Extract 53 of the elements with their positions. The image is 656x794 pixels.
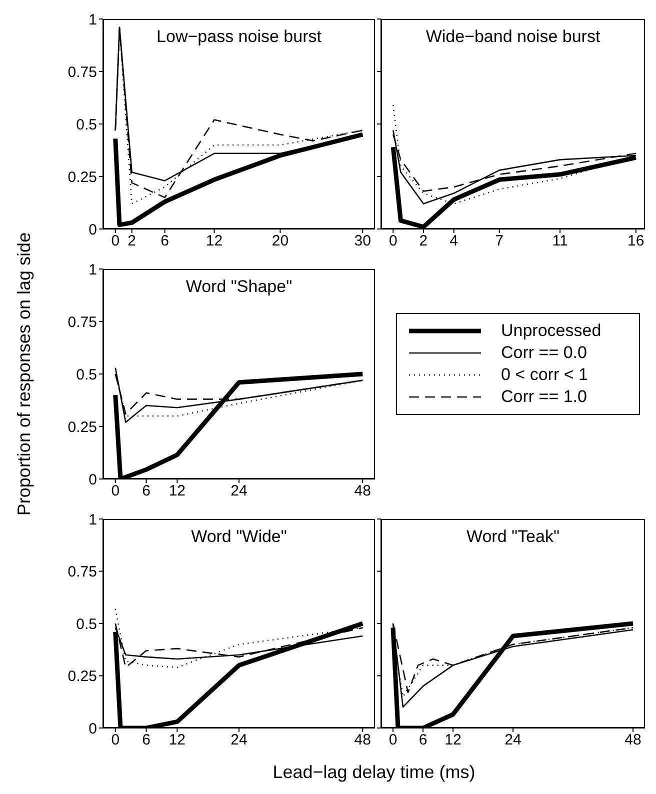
y-tick-label: 0.75 xyxy=(68,64,97,81)
y-tick-label: 0.25 xyxy=(68,418,97,436)
x-tick-label: 0 xyxy=(111,732,120,749)
x-tick-label: 6 xyxy=(160,232,169,250)
x-tick-label: 6 xyxy=(142,482,150,500)
y-tick-label: 1 xyxy=(88,11,97,28)
y-tick-label: 0.25 xyxy=(68,168,97,186)
x-tick-label: 12 xyxy=(168,482,186,500)
legend-label: Unprocessed xyxy=(501,321,602,341)
x-tick-label: 0 xyxy=(111,232,120,250)
x-tick-label: 20 xyxy=(272,232,289,250)
x-tick-label: 2 xyxy=(419,232,428,250)
y-tick-label: 0.5 xyxy=(76,116,97,134)
y-tick-label: 1 xyxy=(88,511,97,528)
x-tick-label: 0 xyxy=(388,732,398,749)
y-tick-label: 0.25 xyxy=(68,668,97,686)
y-tick-label: 0 xyxy=(88,471,97,488)
x-tick-label: 7 xyxy=(495,232,504,250)
x-tick-label: 0 xyxy=(388,232,398,250)
x-tick-label: 11 xyxy=(552,232,568,250)
y-tick-label: 0.75 xyxy=(68,314,97,331)
y-tick-label: 0.75 xyxy=(68,564,97,581)
y-tick-label: 0.5 xyxy=(76,616,97,633)
x-tick-label: 48 xyxy=(624,732,642,749)
x-tick-label: 16 xyxy=(628,232,644,250)
text: Word "Shape" xyxy=(184,277,294,297)
x-tick-label: 6 xyxy=(418,732,428,749)
x-tick-label: 2 xyxy=(128,232,136,250)
x-tick-label: 12 xyxy=(444,732,462,749)
x-axis-title: Lead−lag delay time (ms) xyxy=(272,762,476,783)
text: Word "Wide" xyxy=(190,527,288,547)
y-tick-label: 1 xyxy=(88,261,97,278)
text: Wide−band noise burst xyxy=(424,27,602,47)
x-tick-label: 4 xyxy=(450,232,458,250)
y-tick-label: 0 xyxy=(88,720,97,738)
x-tick-label: 0 xyxy=(111,482,120,500)
legend-label: 0 < corr < 1 xyxy=(501,365,588,385)
legend-label: Corr == 1.0 xyxy=(501,387,587,407)
x-tick-label: 12 xyxy=(168,732,186,749)
x-tick-label: 30 xyxy=(354,232,371,250)
y-tick-label: 0 xyxy=(88,221,97,238)
text: Word "Teak" xyxy=(465,527,560,547)
legend-label: Corr == 0.0 xyxy=(501,343,587,363)
text: Low−pass noise burst xyxy=(156,27,322,47)
y-tick-label: 0.5 xyxy=(76,366,97,384)
x-tick-label: 12 xyxy=(206,232,223,250)
x-tick-label: 48 xyxy=(354,732,371,749)
x-tick-label: 48 xyxy=(354,482,371,500)
x-tick-label: 24 xyxy=(230,482,248,500)
y-axis-title: Proportion of responses on lag side xyxy=(13,231,35,518)
x-tick-label: 6 xyxy=(142,732,150,749)
x-tick-label: 24 xyxy=(230,732,248,749)
x-tick-label: 24 xyxy=(504,732,522,749)
